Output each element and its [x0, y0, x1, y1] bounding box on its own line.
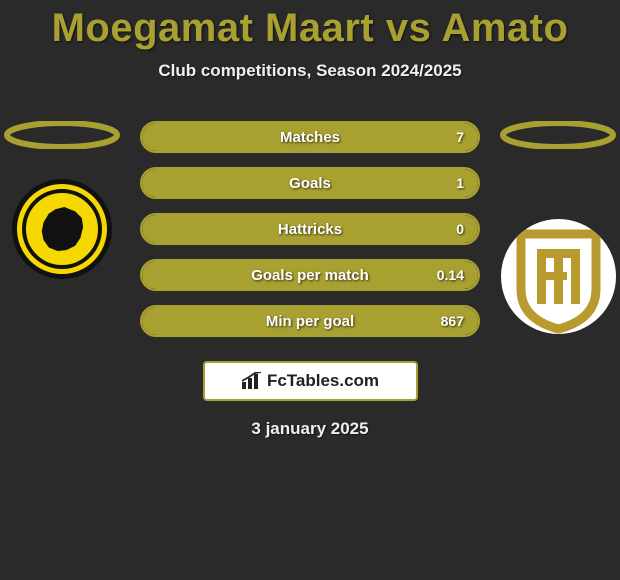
- stat-label: Min per goal: [266, 313, 354, 330]
- left-club-logo: [12, 179, 112, 279]
- left-player-column: [2, 121, 122, 279]
- stat-bar-hattricks: Hattricks 0: [140, 213, 480, 245]
- comparison-content: Matches 7 Goals 1 Hattricks 0 Goals per …: [0, 121, 620, 337]
- brand-text: FcTables.com: [267, 371, 379, 391]
- bar-chart-icon: [241, 372, 263, 390]
- stat-label: Matches: [280, 129, 340, 146]
- chief-head-icon: [40, 207, 84, 251]
- stats-column: Matches 7 Goals 1 Hattricks 0 Goals per …: [140, 121, 480, 337]
- right-club-logo: [501, 219, 616, 334]
- brand-box[interactable]: FcTables.com: [203, 361, 418, 401]
- stat-label: Goals per match: [251, 267, 369, 284]
- comparison-title: Moegamat Maart vs Amato: [0, 0, 620, 51]
- footer-date: 3 january 2025: [0, 419, 620, 439]
- right-player-column: [498, 121, 618, 334]
- stat-value: 1: [456, 175, 464, 191]
- season-subtitle: Club competitions, Season 2024/2025: [0, 61, 620, 81]
- stat-label: Hattricks: [278, 221, 342, 238]
- stat-bar-min-per-goal: Min per goal 867: [140, 305, 480, 337]
- stat-bar-matches: Matches 7: [140, 121, 480, 153]
- stat-value: 867: [441, 313, 464, 329]
- right-arc-icon: [498, 121, 618, 149]
- left-arc-icon: [2, 121, 122, 149]
- stat-bar-goals: Goals 1: [140, 167, 480, 199]
- stat-value: 0.14: [437, 267, 464, 283]
- stat-bar-goals-per-match: Goals per match 0.14: [140, 259, 480, 291]
- shield-fc-icon: [501, 219, 616, 334]
- stat-value: 0: [456, 221, 464, 237]
- left-club-logo-ring: [22, 189, 102, 269]
- stat-value: 7: [456, 129, 464, 145]
- stat-label: Goals: [289, 175, 331, 192]
